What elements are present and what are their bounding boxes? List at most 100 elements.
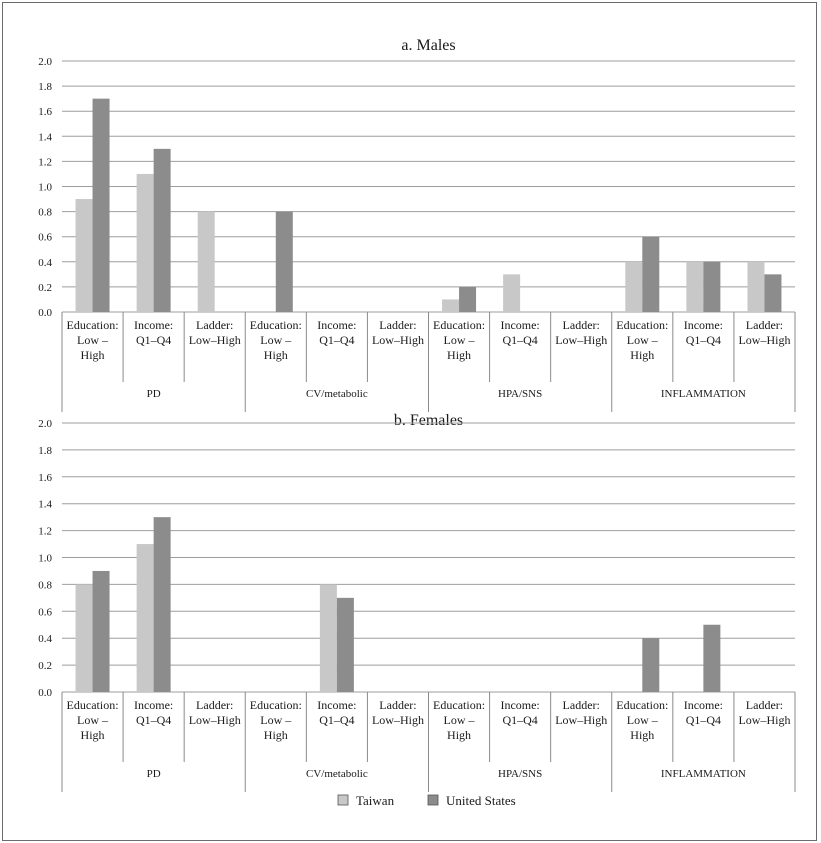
category-label: Low –: [444, 333, 476, 347]
category-label: High: [630, 348, 654, 362]
bar-taiwan: [136, 173, 154, 312]
category-label: Q1–Q4: [502, 713, 537, 727]
bar-taiwan: [75, 584, 93, 692]
y-tick-label: 0.6: [38, 606, 52, 618]
bar-taiwan: [686, 261, 704, 312]
category-label: Ladder:: [746, 318, 783, 332]
category-label: Q1–Q4: [686, 333, 721, 347]
bar-taiwan: [197, 211, 215, 312]
category-label: High: [264, 348, 288, 362]
category-label: Income:: [500, 698, 539, 712]
group-label: PD: [147, 768, 161, 780]
group-label: INFLAMMATION: [661, 388, 746, 400]
category-label: Income:: [500, 318, 539, 332]
category-label: Income:: [317, 318, 356, 332]
category-label: Ladder:: [563, 318, 600, 332]
y-tick-label: 1.4: [38, 131, 52, 143]
category-label: High: [81, 728, 105, 742]
legend-label: Taiwan: [356, 793, 395, 808]
category-label: High: [264, 728, 288, 742]
category-label: Low –: [77, 713, 109, 727]
chart-title: b. Females: [394, 412, 463, 429]
y-tick-label: 2.0: [38, 56, 52, 68]
chart-title: a. Males: [401, 37, 455, 54]
category-label: Low–High: [738, 333, 790, 347]
category-label: Low –: [627, 333, 659, 347]
group-label: PD: [147, 388, 161, 400]
y-tick-label: 0.4: [38, 257, 52, 269]
category-label: Low–High: [372, 713, 424, 727]
y-tick-label: 1.2: [38, 156, 52, 168]
category-label: Education:: [250, 318, 302, 332]
category-label: Low–High: [555, 333, 607, 347]
y-tick-label: 0.8: [38, 207, 52, 219]
bar-united-states: [336, 597, 354, 692]
category-label: High: [447, 728, 471, 742]
category-label: Ladder:: [379, 318, 416, 332]
category-label: Low –: [627, 713, 659, 727]
category-label: Education:: [67, 318, 119, 332]
category-label: Q1–Q4: [686, 713, 721, 727]
y-tick-label: 1.8: [38, 81, 52, 93]
bar-united-states: [153, 148, 171, 312]
category-label: Income:: [684, 318, 723, 332]
bar-taiwan: [136, 544, 154, 692]
y-tick-label: 0.0: [38, 307, 52, 319]
y-tick-label: 1.0: [38, 182, 52, 194]
category-label: Low–High: [738, 713, 790, 727]
category-label: Education:: [616, 318, 668, 332]
category-label: Income:: [134, 698, 173, 712]
y-tick-label: 1.4: [38, 499, 52, 511]
category-label: Education:: [433, 318, 485, 332]
category-label: Low–High: [189, 333, 241, 347]
y-tick-label: 0.2: [38, 660, 52, 672]
category-label: Low–High: [555, 713, 607, 727]
y-tick-label: 0.8: [38, 579, 52, 591]
bar-united-states: [92, 570, 110, 692]
bar-united-states: [703, 261, 721, 312]
category-label: Ladder:: [563, 698, 600, 712]
group-label: HPA/SNS: [498, 768, 542, 780]
y-tick-label: 2.0: [38, 418, 52, 430]
category-label: Q1–Q4: [136, 713, 171, 727]
bar-united-states: [275, 211, 293, 312]
bar-taiwan: [625, 261, 643, 312]
group-label: CV/metabolic: [306, 388, 368, 400]
y-tick-label: 1.2: [38, 526, 52, 538]
y-tick-label: 1.6: [38, 106, 52, 118]
category-label: Income:: [684, 698, 723, 712]
category-label: High: [447, 348, 471, 362]
bar-taiwan: [442, 299, 460, 312]
bar-taiwan: [319, 584, 337, 692]
category-label: Education:: [616, 698, 668, 712]
category-label: Ladder:: [379, 698, 416, 712]
category-label: Low –: [444, 713, 476, 727]
y-tick-label: 0.2: [38, 282, 52, 294]
y-tick-label: 0.6: [38, 232, 52, 244]
legend-swatch-united-states: [427, 794, 439, 806]
bar-united-states: [703, 624, 721, 692]
bar-united-states: [764, 274, 782, 312]
bar-taiwan: [503, 274, 521, 312]
category-label: Q1–Q4: [319, 713, 354, 727]
category-label: Low –: [77, 333, 109, 347]
category-label: Education:: [433, 698, 485, 712]
category-label: Income:: [134, 318, 173, 332]
category-label: Ladder:: [746, 698, 783, 712]
legend-swatch-taiwan: [337, 794, 349, 806]
group-label: INFLAMMATION: [661, 768, 746, 780]
y-tick-label: 0.4: [38, 633, 52, 645]
bar-taiwan: [747, 261, 765, 312]
y-tick-label: 1.8: [38, 445, 52, 457]
category-label: High: [81, 348, 105, 362]
category-label: Low –: [260, 713, 292, 727]
y-tick-label: 1.0: [38, 553, 52, 565]
group-label: HPA/SNS: [498, 388, 542, 400]
category-label: Ladder:: [196, 318, 233, 332]
bar-united-states: [92, 98, 110, 313]
category-label: Ladder:: [196, 698, 233, 712]
category-label: Low–High: [189, 713, 241, 727]
category-label: Education:: [67, 698, 119, 712]
